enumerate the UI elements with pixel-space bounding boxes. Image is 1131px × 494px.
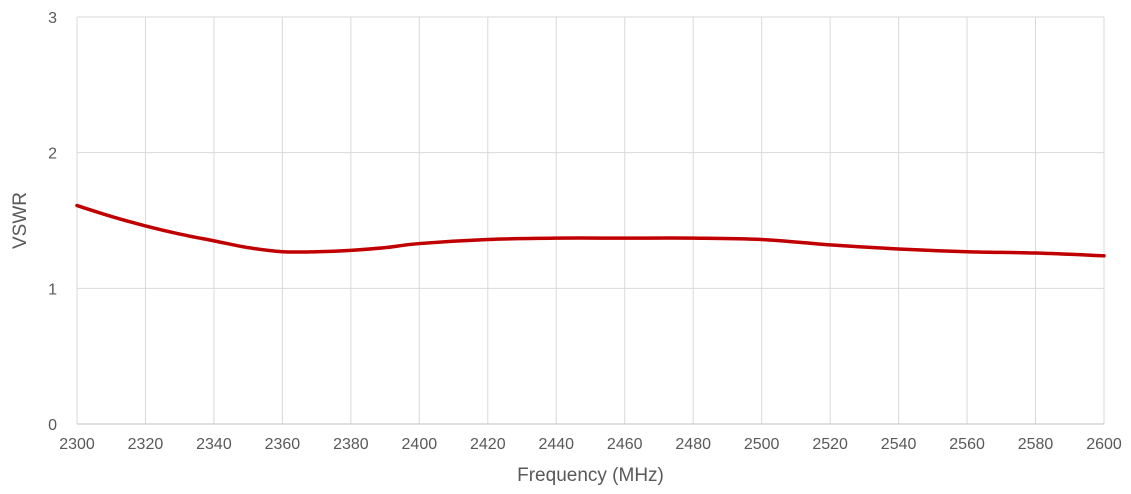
x-tick-label: 2300 — [59, 436, 95, 453]
x-tick-labels: 2300 2320 2340 2360 2380 2400 2420 2440 2460 2480… — [59, 436, 1122, 453]
x-tick-label: 2580 — [1018, 436, 1054, 453]
y-tick-label: 2 — [48, 146, 57, 163]
series-layer — [75, 203, 1106, 258]
y-tick-label: 3 — [48, 10, 57, 27]
x-tick-label: 2460 — [607, 436, 643, 453]
x-tick-label: 2360 — [265, 436, 301, 453]
x-tick-label: 2400 — [402, 436, 438, 453]
x-tick-label: 2560 — [949, 436, 985, 453]
x-axis-title: Frequency (MHz) — [517, 465, 664, 486]
x-tick-label: 2480 — [675, 436, 711, 453]
y-tick-label: 1 — [48, 281, 57, 298]
x-tick-label: 2520 — [812, 436, 848, 453]
series-line-0 — [75, 203, 1106, 258]
gridlines — [76, 16, 1105, 424]
x-tick-label: 2500 — [744, 436, 780, 453]
y-axis-title: VSWR — [10, 192, 31, 249]
x-tick-label: 2440 — [538, 436, 574, 453]
y-tick-label: 0 — [48, 417, 57, 434]
x-tick-label: 2600 — [1086, 436, 1122, 453]
x-tick-label: 2340 — [196, 436, 232, 453]
x-tick-label: 2380 — [333, 436, 369, 453]
x-tick-label: 2420 — [470, 436, 506, 453]
x-tick-label: 2320 — [128, 436, 164, 453]
x-tick-label: 2540 — [881, 436, 917, 453]
y-tick-labels: 0 1 2 3 — [48, 10, 57, 434]
